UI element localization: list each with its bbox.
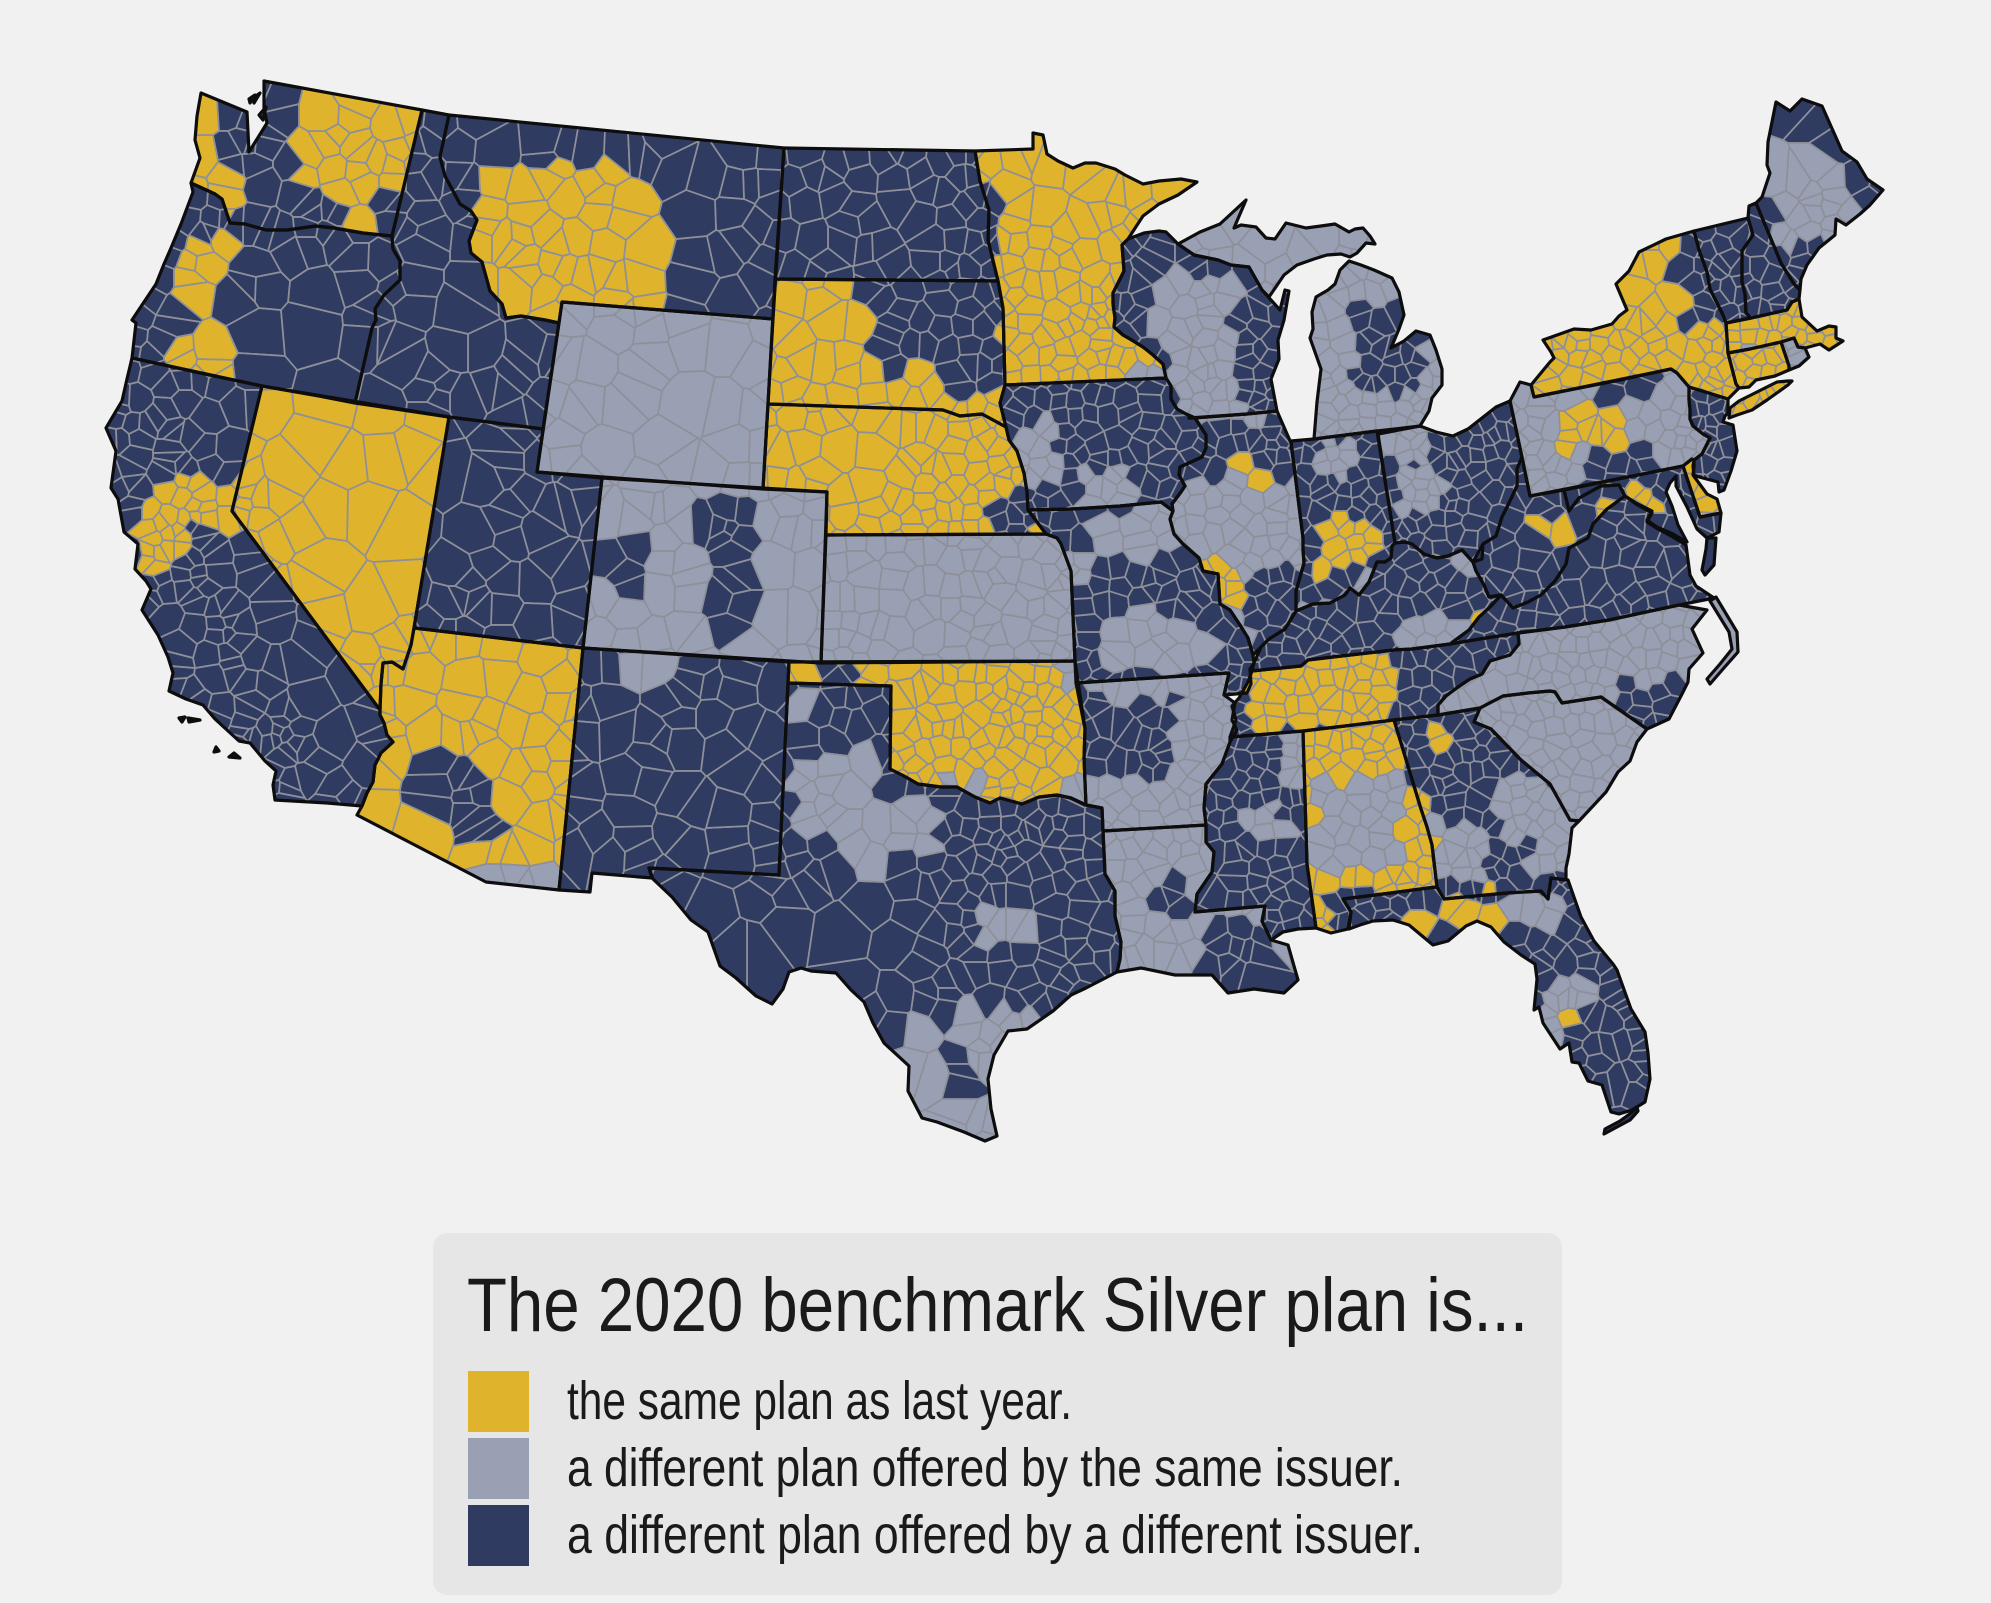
svg-text:the same plan as last year.: the same plan as last year. xyxy=(567,1371,1072,1431)
svg-text:The 2020 benchmark Silver plan: The 2020 benchmark Silver plan is... xyxy=(467,1263,1528,1348)
svg-text:a different plan offered by th: a different plan offered by the same iss… xyxy=(567,1438,1403,1498)
svg-text:a different plan offered by a: a different plan offered by a different … xyxy=(567,1505,1423,1565)
